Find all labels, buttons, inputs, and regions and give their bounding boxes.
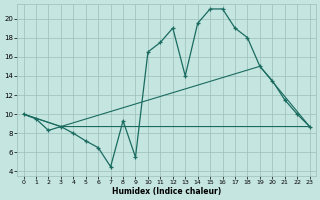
X-axis label: Humidex (Indice chaleur): Humidex (Indice chaleur) [112,187,221,196]
